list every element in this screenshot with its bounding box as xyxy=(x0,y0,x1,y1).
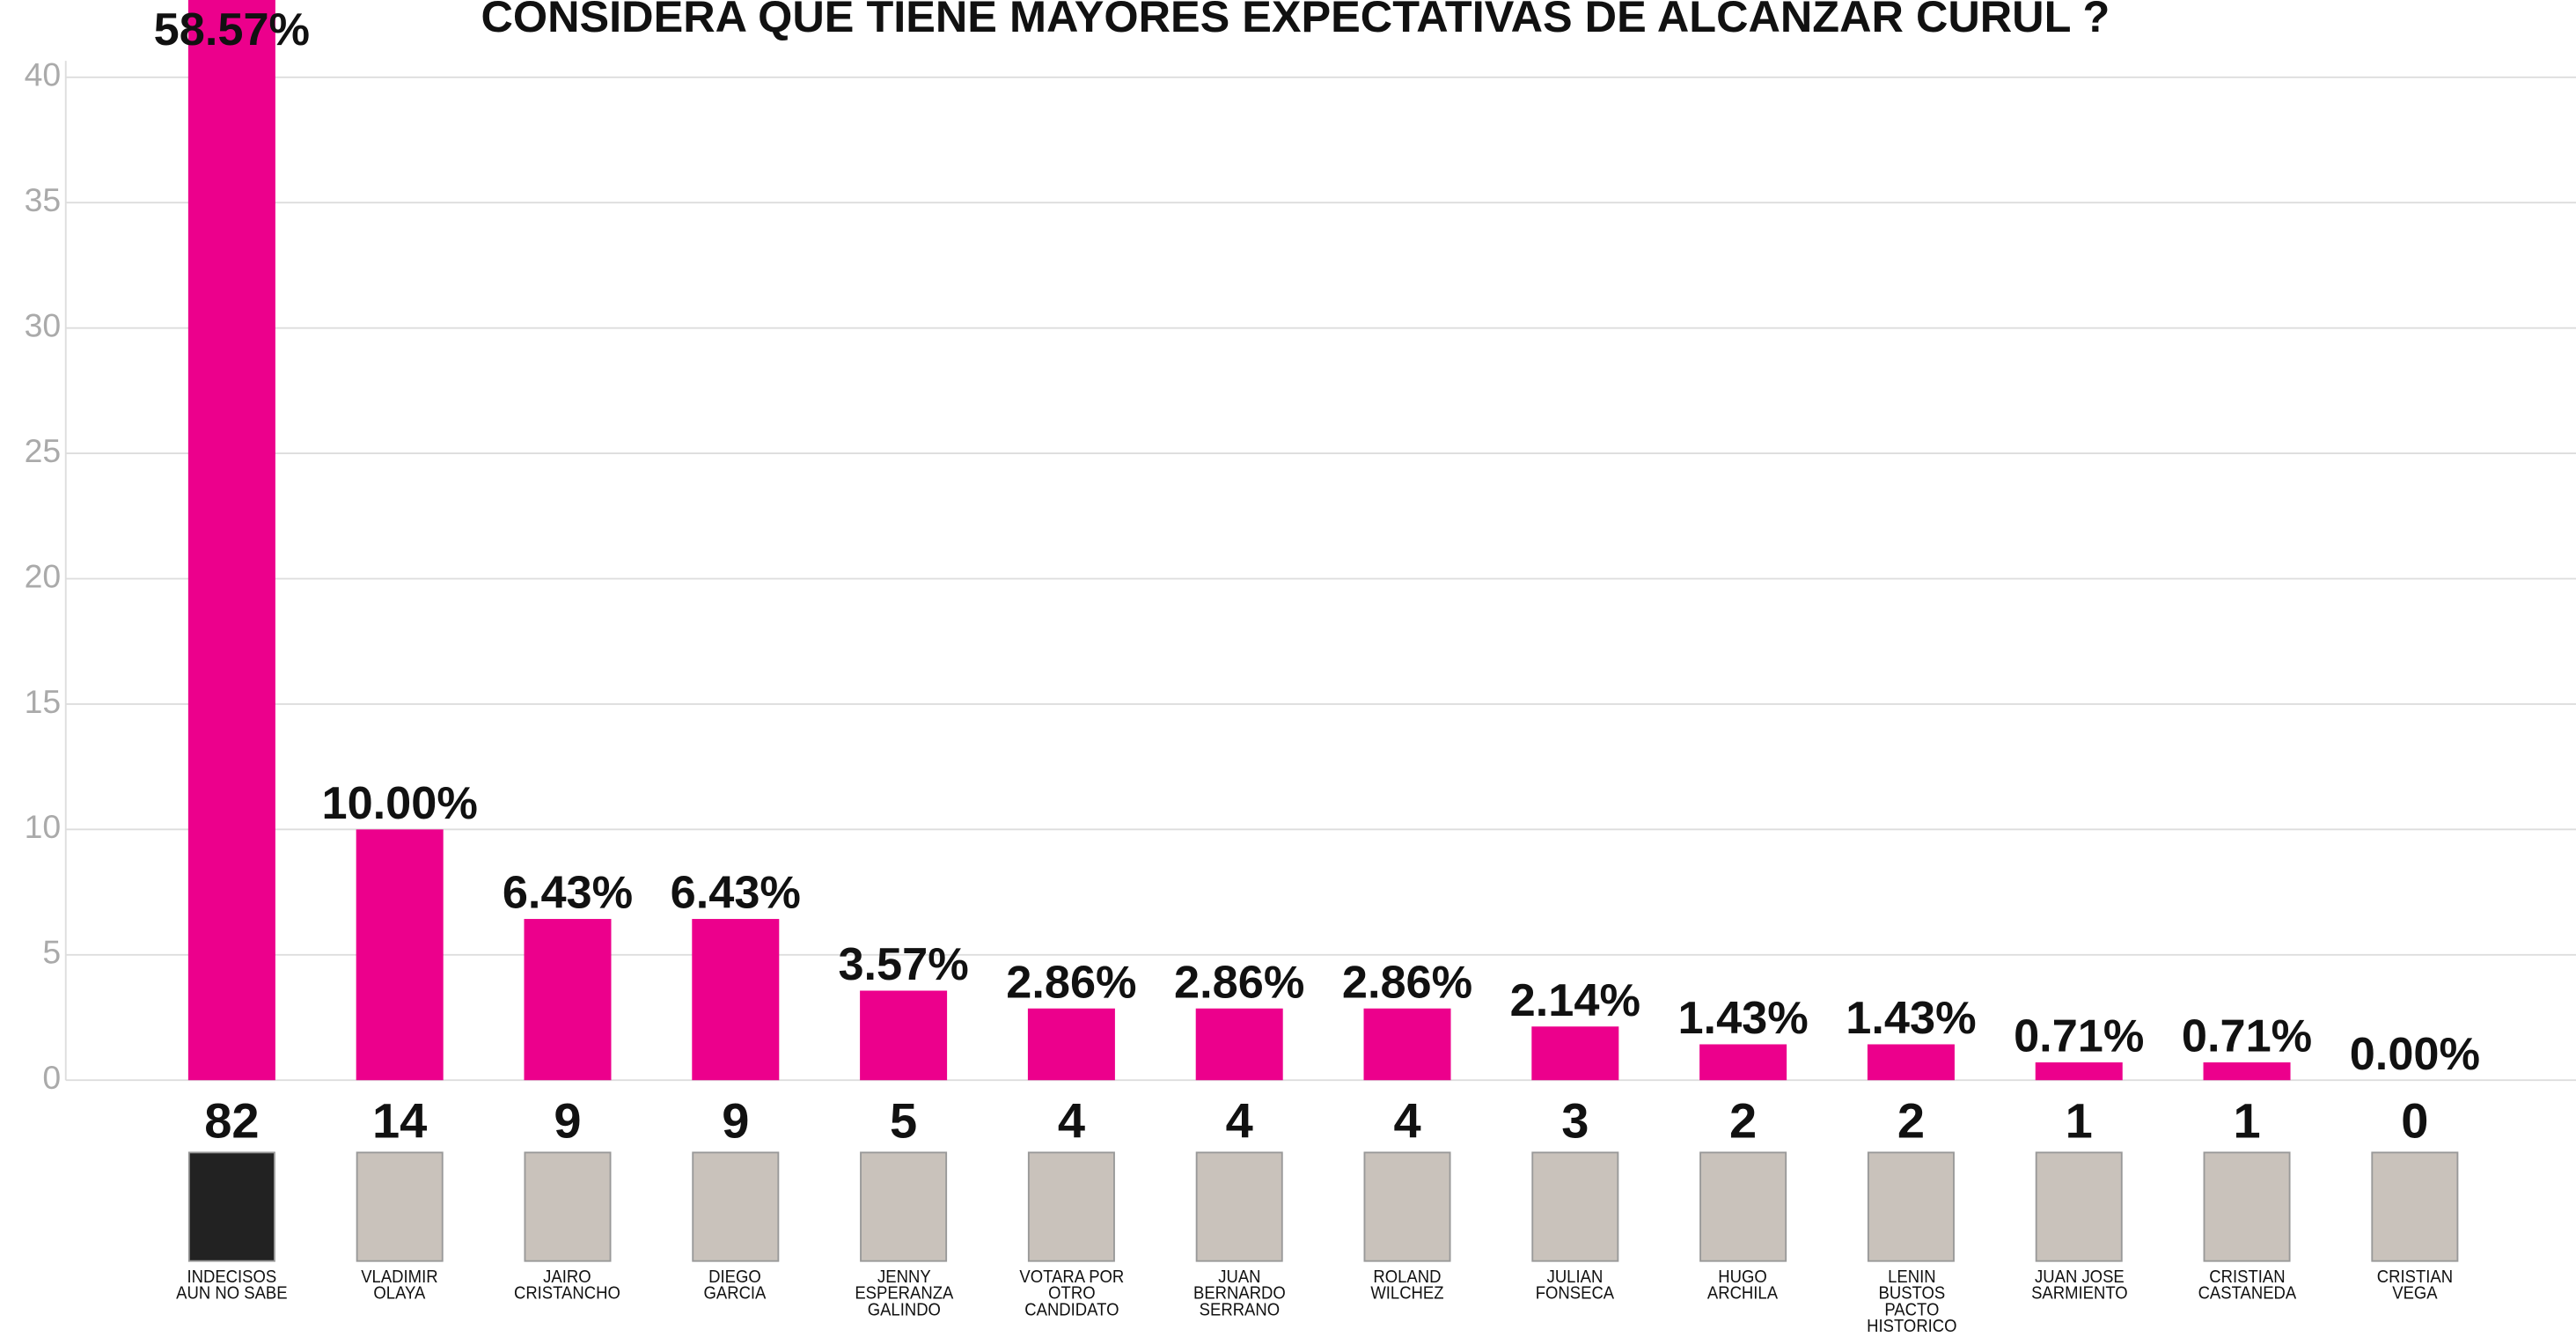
count-label: 2 xyxy=(1729,1092,1757,1148)
bar xyxy=(1364,1009,1451,1080)
count-label: 5 xyxy=(890,1092,917,1148)
bar xyxy=(524,919,611,1080)
candidate-photo xyxy=(357,1152,443,1260)
y-tick-label: 25 xyxy=(25,432,62,469)
count-label: 9 xyxy=(722,1092,749,1148)
bar xyxy=(692,919,779,1080)
y-tick-label: 30 xyxy=(25,307,62,344)
x-tick-label: CRISTIAN CASTANEDA xyxy=(2189,1269,2304,1302)
candidate-photo xyxy=(1364,1152,1449,1260)
x-tick-label: LENIN BUSTOS PACTO HISTORICO xyxy=(1853,1269,1969,1335)
bar xyxy=(188,0,275,1080)
count-label: 4 xyxy=(1393,1092,1420,1148)
value-label: 2.86% xyxy=(1006,957,1136,1008)
count-label: 3 xyxy=(1561,1092,1589,1148)
x-tick-label: JULIAN FONSECA xyxy=(1517,1269,1633,1302)
candidate-photo xyxy=(2037,1152,2122,1260)
count-label: 0 xyxy=(2401,1092,2428,1148)
y-tick-label: 0 xyxy=(42,1059,61,1096)
value-label: 2.86% xyxy=(1174,957,1304,1008)
y-tick-label: 35 xyxy=(25,181,62,218)
count-label: 9 xyxy=(554,1092,581,1148)
bar xyxy=(356,829,444,1080)
candidate-photo xyxy=(2372,1152,2457,1260)
candidate-photo xyxy=(1197,1152,1282,1260)
candidate-photo xyxy=(189,1152,275,1260)
candidate-photo xyxy=(525,1152,610,1260)
candidate-photo xyxy=(861,1152,946,1260)
value-label: 6.43% xyxy=(503,868,633,919)
x-tick-label: INDECISOS AUN NO SABE xyxy=(174,1269,290,1302)
x-tick-label: ROLAND WILCHEZ xyxy=(1349,1269,1464,1302)
candidate-photo xyxy=(693,1152,778,1260)
y-tick-label: 20 xyxy=(25,557,62,594)
x-tick-label: JENNY ESPERANZA GALINDO xyxy=(846,1269,961,1319)
count-label: 2 xyxy=(1897,1092,1925,1148)
candidate-photo xyxy=(1700,1152,1786,1260)
candidate-photo xyxy=(1868,1152,1954,1260)
count-label: 1 xyxy=(2066,1092,2093,1148)
chart-page: CONSIDERA QUE TIENE MAYORES EXPECTATIVAS… xyxy=(0,0,2576,1320)
y-tick-label: 5 xyxy=(42,934,61,971)
x-tick-label: CRISTIAN VEGA xyxy=(2357,1269,2472,1302)
bar xyxy=(860,991,947,1081)
value-label: 0.71% xyxy=(2014,1011,2144,1062)
value-label: 6.43% xyxy=(671,868,801,919)
candidate-photo xyxy=(1029,1152,1114,1260)
bar xyxy=(1868,1044,1955,1080)
candidate-photo xyxy=(1532,1152,1618,1260)
y-tick-label: 15 xyxy=(25,683,62,720)
value-label: 1.43% xyxy=(1846,993,1976,1044)
y-tick-label: 40 xyxy=(25,56,62,93)
bar xyxy=(1028,1009,1115,1080)
x-tick-label: JUAN BERNARDO SERRANO xyxy=(1182,1269,1297,1319)
count-label: 82 xyxy=(204,1092,259,1148)
y-tick-label: 10 xyxy=(25,808,62,845)
value-label: 0.00% xyxy=(2350,1029,2480,1080)
value-label: 2.14% xyxy=(1510,975,1640,1026)
x-tick-label: VOTARA POR OTRO CANDIDATO xyxy=(1014,1269,1129,1319)
x-tick-label: JUAN JOSE SARMIENTO xyxy=(2022,1269,2137,1302)
count-label: 14 xyxy=(372,1092,427,1148)
value-label: 0.71% xyxy=(2182,1011,2312,1062)
candidate-photo xyxy=(2204,1152,2289,1260)
x-tick-label: HUGO ARCHILA xyxy=(1685,1269,1801,1302)
x-tick-label: DIEGO GARCIA xyxy=(678,1269,793,1302)
value-label: 58.57% xyxy=(154,4,310,55)
value-label: 2.86% xyxy=(1342,957,1472,1008)
value-label: 3.57% xyxy=(838,939,968,990)
value-label: 1.43% xyxy=(1677,993,1808,1044)
bar xyxy=(1699,1044,1787,1080)
bar xyxy=(1531,1026,1618,1080)
value-label: 10.00% xyxy=(321,778,477,829)
count-label: 4 xyxy=(1226,1092,1253,1148)
x-tick-label: VLADIMIR OLAYA xyxy=(342,1269,458,1302)
chart: CONSIDERA QUE TIENE MAYORES EXPECTATIVAS… xyxy=(0,0,2576,1320)
chart-title: CONSIDERA QUE TIENE MAYORES EXPECTATIVAS… xyxy=(481,0,2110,41)
bar xyxy=(2036,1062,2123,1080)
x-tick-label: JAIRO CRISTANCHO xyxy=(510,1269,625,1302)
count-label: 1 xyxy=(2233,1092,2260,1148)
bar xyxy=(1196,1009,1283,1080)
count-label: 4 xyxy=(1058,1092,1085,1148)
bar xyxy=(2204,1062,2291,1080)
